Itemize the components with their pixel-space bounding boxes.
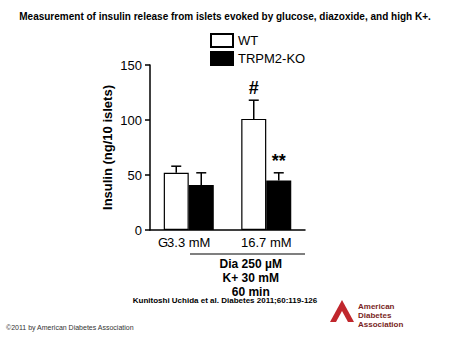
- svg-text:16.7 mM: 16.7 mM: [241, 235, 292, 250]
- svg-text:Association: Association: [358, 320, 403, 329]
- svg-text:150: 150: [120, 58, 142, 73]
- svg-text:50: 50: [128, 168, 142, 183]
- svg-text:Dia 250 µM: Dia 250 µM: [220, 257, 282, 271]
- svg-text:K+ 30 mM: K+ 30 mM: [223, 271, 279, 285]
- svg-text:100: 100: [120, 113, 142, 128]
- svg-text:American: American: [358, 302, 395, 311]
- svg-text:G: G: [158, 235, 169, 250]
- svg-text:Measurement of insulin release: Measurement of insulin release from isle…: [19, 11, 431, 22]
- svg-text:Diabetes: Diabetes: [358, 311, 392, 320]
- svg-text:WT: WT: [238, 33, 258, 48]
- svg-text:60 min: 60 min: [231, 285, 270, 299]
- svg-text:#: #: [249, 78, 259, 98]
- svg-text:Kunitoshi Uchida et al. Diabet: Kunitoshi Uchida et al. Diabetes 2011;60…: [133, 296, 318, 305]
- svg-text:TRPM2-KO: TRPM2-KO: [238, 51, 305, 66]
- svg-text:Insulin (ng/10 islets): Insulin (ng/10 islets): [100, 85, 115, 210]
- svg-text:0: 0: [135, 223, 142, 238]
- svg-text:**: **: [272, 151, 286, 171]
- svg-text:3.3 mM: 3.3 mM: [167, 235, 210, 250]
- svg-text:©2011 by American Diabetes Ass: ©2011 by American Diabetes Association: [6, 324, 134, 332]
